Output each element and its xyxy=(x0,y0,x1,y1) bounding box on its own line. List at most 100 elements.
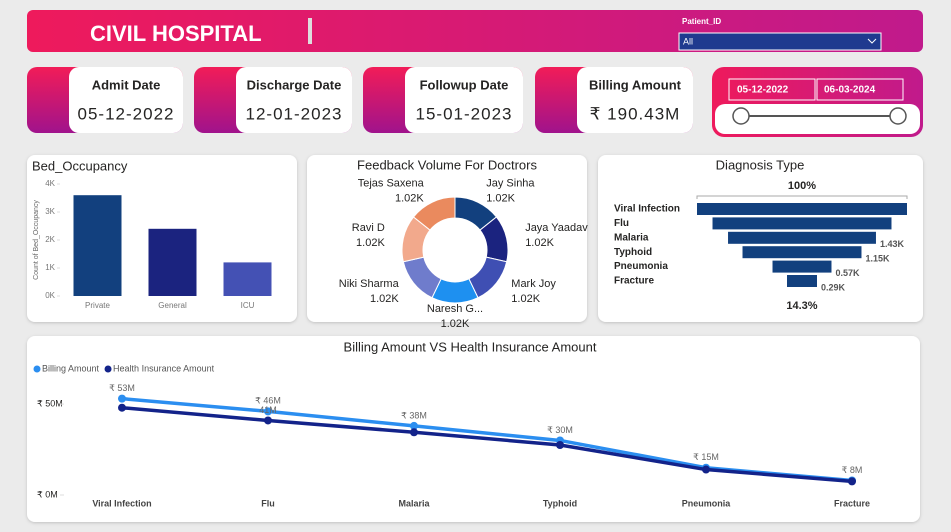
funnel-bottom-label: 14.3% xyxy=(786,300,817,312)
bar xyxy=(148,228,197,296)
slice-value: 1.02K xyxy=(370,293,399,305)
funnel-top-label: 100% xyxy=(788,180,816,192)
y-tick-label: 0K xyxy=(45,291,55,300)
date-box[interactable] xyxy=(728,78,816,101)
y-tick-label: 2K xyxy=(45,235,55,244)
slice-label: Jaya Yaadav xyxy=(525,222,588,234)
x-tick-label: Typhoid xyxy=(543,498,577,508)
data-label: ₹ 46M xyxy=(255,396,281,406)
value-label: 0.29K xyxy=(821,282,846,292)
legend-label: Health Insurance Amount xyxy=(113,363,215,373)
legend-marker xyxy=(104,365,112,373)
line xyxy=(121,405,853,484)
kpi-card-body xyxy=(405,67,523,133)
value-label: 1.15K xyxy=(865,254,890,264)
category-label: Typhoid xyxy=(614,247,652,258)
kpi-label: Discharge Date xyxy=(247,77,342,92)
category-label: Fracture xyxy=(614,276,654,287)
funnel-bar xyxy=(787,275,817,287)
data-label: ₹ 38M xyxy=(401,410,427,420)
value-label: 0.57K xyxy=(835,268,860,278)
filter-label: Patient_ID xyxy=(682,17,721,26)
data-label: ₹ 53M xyxy=(109,383,135,393)
donut-slice xyxy=(412,196,456,231)
funnel-bar xyxy=(697,203,907,215)
chart-title: Diagnosis Type xyxy=(716,157,805,172)
funnel-bar xyxy=(728,231,876,244)
x-tick-label: ICU xyxy=(241,301,255,310)
slice-label: Mark Joy xyxy=(511,278,556,290)
slice-value: 1.02K xyxy=(486,192,515,204)
legend-label: Billing Amount xyxy=(42,363,100,373)
funnel-bar xyxy=(712,217,892,230)
data-label: ₹ 15M xyxy=(693,452,719,462)
chart-title: Bed_Occupancy xyxy=(32,158,128,173)
x-tick-label: Pneumonia xyxy=(682,498,732,508)
x-tick-label: Flu xyxy=(261,498,275,508)
dropdown-arrow xyxy=(867,38,877,44)
kpi-label: Admit Date xyxy=(92,77,161,92)
date-box[interactable] xyxy=(816,78,904,101)
y-tick-label: ₹ 50M xyxy=(37,398,63,408)
funnel-bar xyxy=(742,246,862,259)
slice-value: 1.02K xyxy=(511,293,540,305)
slice-label: Niki Sharma xyxy=(339,278,400,290)
chart-title: Feedback Volume For Doctrors xyxy=(357,157,537,172)
kpi-card-body xyxy=(577,67,693,133)
y-tick-label: 4K xyxy=(45,179,55,188)
point xyxy=(556,441,564,449)
x-tick-label: Private xyxy=(85,301,110,310)
slice-value: 1.02K xyxy=(395,192,424,204)
point xyxy=(264,416,272,425)
kpi-value: 15-01-2023 xyxy=(416,104,513,123)
chart-title: Billing Amount VS Health Insurance Amoun… xyxy=(344,339,597,354)
data-label: ₹ 30M xyxy=(547,425,573,435)
funnel-bracket xyxy=(696,195,908,199)
value-label: 1.43K xyxy=(880,239,905,249)
slice-value: 1.02K xyxy=(441,318,470,330)
y-axis-title: Count of Bed_Occupancy xyxy=(33,200,40,280)
y-tick-label: ₹ 0M xyxy=(37,489,58,499)
header-title: CIVIL HOSPITAL xyxy=(90,21,262,46)
kpi-label: Followup Date xyxy=(420,77,509,92)
category-label: Viral Infection xyxy=(614,204,680,215)
kpi-label: Billing Amount xyxy=(589,77,682,92)
slice-label: Naresh G... xyxy=(427,303,483,315)
data-label: 41M xyxy=(259,405,277,415)
data-label: ₹ 8M xyxy=(842,465,863,475)
kpi-value: 05-12-2022 xyxy=(78,104,175,123)
point xyxy=(118,394,126,403)
slider-handle[interactable] xyxy=(889,107,907,125)
category-label: Flu xyxy=(614,218,629,229)
slice-label: Tejas Saxena xyxy=(358,177,425,189)
start-date: 05-12-2022 xyxy=(737,85,789,96)
header-divider xyxy=(308,18,312,44)
point xyxy=(702,465,710,474)
point xyxy=(118,403,126,412)
kpi-value: ₹ 190.43M xyxy=(590,104,681,123)
slice-value: 1.02K xyxy=(356,237,385,249)
bar xyxy=(73,195,122,296)
legend-marker xyxy=(33,365,41,373)
point xyxy=(410,428,418,437)
point xyxy=(848,477,856,486)
slicer-body xyxy=(715,104,920,134)
end-date: 06-03-2024 xyxy=(824,85,876,96)
category-label: Pneumonia xyxy=(614,261,668,272)
slider-handle[interactable] xyxy=(732,107,750,125)
kpi-value: 12-01-2023 xyxy=(246,104,343,123)
funnel-bar xyxy=(772,260,832,273)
y-tick-label: 3K xyxy=(45,207,55,216)
y-tick-label: 1K xyxy=(45,263,55,272)
category-label: Malaria xyxy=(614,232,649,243)
x-tick-label: Malaria xyxy=(398,498,430,508)
panel xyxy=(307,155,587,322)
filter-dropdown[interactable] xyxy=(678,32,882,51)
slice-label: Jay Sinha xyxy=(486,177,535,189)
x-tick-label: Viral Infection xyxy=(92,498,151,508)
point xyxy=(410,421,418,430)
filter-value: All xyxy=(683,36,693,46)
x-tick-label: Fracture xyxy=(834,498,870,508)
